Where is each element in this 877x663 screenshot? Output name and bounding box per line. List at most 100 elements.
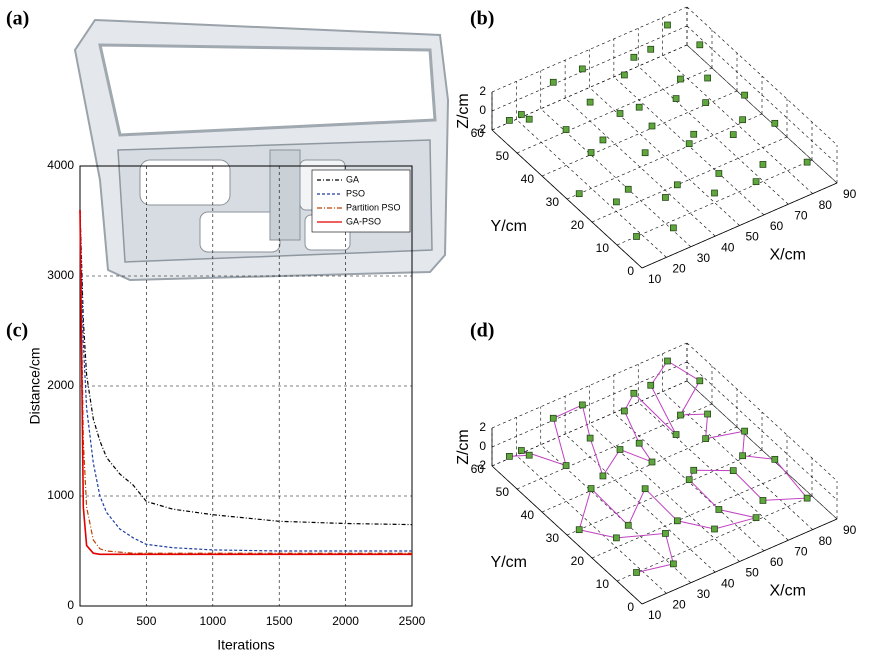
x-tick-label: 2000 <box>332 614 359 628</box>
point <box>697 42 703 48</box>
z-tick-label: -2 <box>475 458 486 472</box>
x-tick-label: 60 <box>770 219 784 233</box>
point <box>760 161 766 167</box>
x-tick-label: 80 <box>819 198 833 212</box>
point <box>716 170 722 176</box>
point <box>648 46 654 52</box>
point <box>677 412 683 418</box>
point <box>705 75 711 81</box>
z-tick-label: 2 <box>479 84 486 98</box>
point <box>740 453 746 459</box>
y-tick-label: 20 <box>571 554 585 568</box>
point <box>677 76 683 82</box>
point <box>686 141 692 147</box>
z-tick-label: 2 <box>479 420 486 434</box>
point <box>631 54 637 60</box>
point <box>518 111 524 117</box>
z-tick-label: -2 <box>475 122 486 136</box>
z-axis-label: Z/cm <box>455 429 472 465</box>
legend-label: PSO <box>346 188 365 198</box>
point <box>772 120 778 126</box>
point <box>703 436 709 442</box>
point <box>625 522 631 528</box>
point <box>662 194 668 200</box>
y-tick-label: 20 <box>571 218 585 232</box>
y-axis-label: Y/cm <box>491 554 527 571</box>
y-tick-label: 10 <box>596 241 610 255</box>
y-tick-label: 2000 <box>47 378 74 392</box>
point <box>730 468 736 474</box>
point <box>753 179 759 185</box>
point <box>526 116 532 122</box>
y-tick-label: 30 <box>546 195 560 209</box>
point <box>703 100 709 106</box>
y-tick-label: 4000 <box>47 158 74 172</box>
point <box>753 515 759 521</box>
y-tick-label: 0 <box>627 600 634 614</box>
point <box>804 159 810 165</box>
grid-line <box>590 88 740 226</box>
point <box>673 96 679 102</box>
point <box>636 440 642 446</box>
z-tick-label: 0 <box>479 439 486 453</box>
point <box>674 182 680 188</box>
point <box>579 402 585 408</box>
x-axis-label: X/cm <box>770 583 806 600</box>
point <box>712 190 718 196</box>
grid-line <box>638 402 788 540</box>
x-tick-label: 2500 <box>399 614 426 628</box>
x-tick-label: 70 <box>794 208 808 222</box>
x-tick-label: 10 <box>648 272 662 286</box>
point <box>634 570 640 576</box>
y-tick-label: 40 <box>521 172 535 186</box>
point <box>665 22 671 28</box>
page: (a) (b) (c) (d) 102030405060708090010203… <box>0 0 877 663</box>
legend-label: Partition PSO <box>346 202 401 212</box>
panel-label: (a) <box>6 8 29 30</box>
y-tick-label: 10 <box>596 577 610 591</box>
point <box>691 131 697 137</box>
x-tick-label: 0 <box>77 614 84 628</box>
x-tick-label: 1000 <box>199 614 226 628</box>
point <box>563 463 569 469</box>
y-tick-label: 3000 <box>47 268 74 282</box>
z-tick-label: 0 <box>479 103 486 117</box>
x-tick-label: 50 <box>746 566 760 580</box>
point <box>613 535 619 541</box>
point <box>613 199 619 205</box>
point <box>634 234 640 240</box>
point <box>674 518 680 524</box>
legend-label: GA-PSO <box>346 216 381 226</box>
point <box>576 527 582 533</box>
x-tick-label: 60 <box>770 555 784 569</box>
point <box>670 561 676 567</box>
panel-label: (c) <box>6 320 28 342</box>
x-tick-label: 40 <box>721 240 735 254</box>
x-tick-label: 20 <box>672 262 686 276</box>
panel-label: (b) <box>470 8 494 30</box>
x-tick-label: 20 <box>672 598 686 612</box>
point <box>526 452 532 458</box>
figure: (a) (b) (c) (d) 102030405060708090010203… <box>0 0 877 658</box>
point <box>617 447 623 453</box>
point <box>740 117 746 123</box>
y-tick-label: 1000 <box>47 488 74 502</box>
point <box>670 225 676 231</box>
point <box>665 358 671 364</box>
point <box>716 506 722 512</box>
grid-line <box>638 66 788 204</box>
point <box>600 473 606 479</box>
point <box>742 428 748 434</box>
x-tick-label: 80 <box>819 534 833 548</box>
x-tick-label: 90 <box>843 523 857 537</box>
point <box>621 408 627 414</box>
x-tick-label: 50 <box>746 230 760 244</box>
point <box>691 467 697 473</box>
y-tick-label: 50 <box>496 485 510 499</box>
point <box>600 137 606 143</box>
point <box>662 530 668 536</box>
point <box>712 526 718 532</box>
point <box>518 447 524 453</box>
y-tick-label: 40 <box>521 508 535 522</box>
point <box>550 415 556 421</box>
